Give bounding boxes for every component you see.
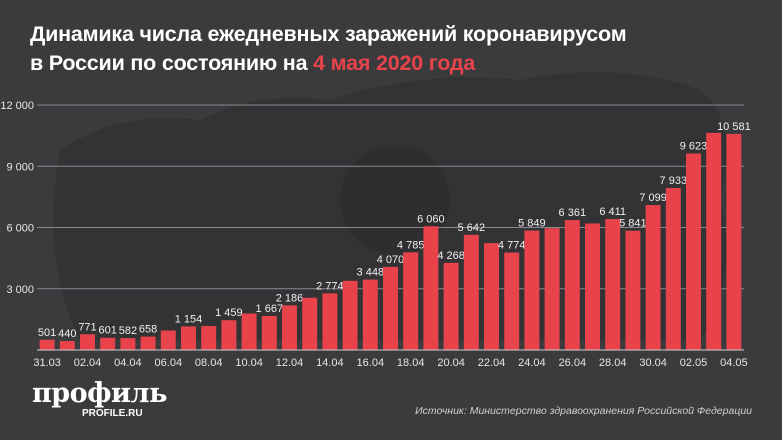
x-tick-label: 18.04 [397,357,425,369]
bar [403,252,419,350]
data-label: 7 933 [660,175,688,187]
data-label: 2 774 [316,280,344,292]
x-tick-label: 04.04 [114,357,142,369]
x-tick-label: 12.04 [276,357,304,369]
logo-site: PROFILE.RU [82,408,143,419]
x-tick-label: 04.05 [720,357,748,369]
data-label: 601 [99,325,117,337]
data-label: 771 [78,321,96,333]
bar [665,188,681,350]
x-tick-label: 02.05 [680,357,708,369]
bar [585,223,600,350]
bar [201,326,217,350]
bar [120,338,136,350]
data-label: 6 060 [417,213,445,225]
x-tick-label: 08.04 [195,357,223,369]
bar [59,341,75,350]
title-line-2: в России по состоянию на 4 мая 2020 года [30,49,626,78]
bar [362,279,378,350]
bar [524,230,540,350]
data-label: 9 623 [680,141,708,153]
title-prefix: в России по состоянию на [30,51,314,75]
data-label: 4 774 [498,240,526,252]
bar [39,339,55,350]
chart-title: Динамика числа ежедневных заражений коро… [30,20,627,78]
data-label: 1 667 [256,303,284,315]
bar [261,315,277,350]
bar [383,266,398,350]
data-label: 2 186 [276,292,304,304]
x-tick-label: 24.04 [518,357,546,369]
bar [221,320,237,350]
x-tick-label: 26.04 [559,357,587,369]
x-tick-label: 16.04 [357,357,385,369]
x-tick-label: 06.04 [155,357,183,369]
bar [80,334,95,350]
x-tick-label: 22.04 [478,357,506,369]
x-tick-label: 14.04 [316,357,344,369]
bar [100,337,116,350]
bar [706,132,722,350]
y-tick-label: 12 000 [0,100,34,112]
data-label: 6 361 [559,207,587,219]
bar [443,262,459,350]
y-tick-label: 9 000 [6,161,34,173]
bar [160,330,176,350]
data-label: 4 070 [377,254,405,266]
data-label: 4 785 [397,239,425,251]
data-label: 658 [139,324,157,336]
data-label: 6 411 [599,206,626,218]
x-tick-label: 30.04 [639,357,667,369]
data-label: 10 581 [717,121,751,133]
bar [564,220,580,350]
bar [463,234,479,350]
bar [484,243,499,350]
bar [726,133,742,350]
title-date: 4 мая 2020 года [313,51,476,75]
data-label: 5 642 [458,222,486,234]
data-label: 5 849 [518,218,546,230]
data-label: 3 448 [357,267,385,279]
title-line-1: Динамика числа ежедневных заражений коро… [30,22,627,46]
data-label: 5 841 [619,218,647,230]
data-label: 440 [58,328,76,340]
data-label: 501 [38,327,56,339]
y-tick-label: 3 000 [6,284,34,296]
x-tick-label: 31.03 [33,357,61,369]
bar [605,219,621,350]
bar [423,226,439,350]
bar [645,205,661,350]
y-tick-label: 6 000 [6,223,34,235]
data-label: 7 099 [639,192,667,204]
bar [342,280,358,350]
bar [686,153,701,350]
source-note: Источник: Министерство здравоохранения Р… [415,405,752,417]
bar [181,326,196,350]
bar [140,336,156,350]
x-tick-label: 28.04 [599,357,627,369]
bar [322,293,338,350]
bar [504,252,520,350]
x-tick-label: 20.04 [437,357,465,369]
data-label: 1 154 [175,313,203,325]
bar [282,305,297,350]
logo: профиль [32,378,167,409]
bar [544,228,560,350]
x-tick-label: 10.04 [235,357,263,369]
bar [241,313,257,350]
data-label: 1 459 [215,307,243,319]
data-label: 582 [119,325,137,337]
data-label: 4 268 [437,250,465,262]
x-tick-label: 02.04 [74,357,102,369]
bar [625,230,641,350]
bar [302,297,318,350]
